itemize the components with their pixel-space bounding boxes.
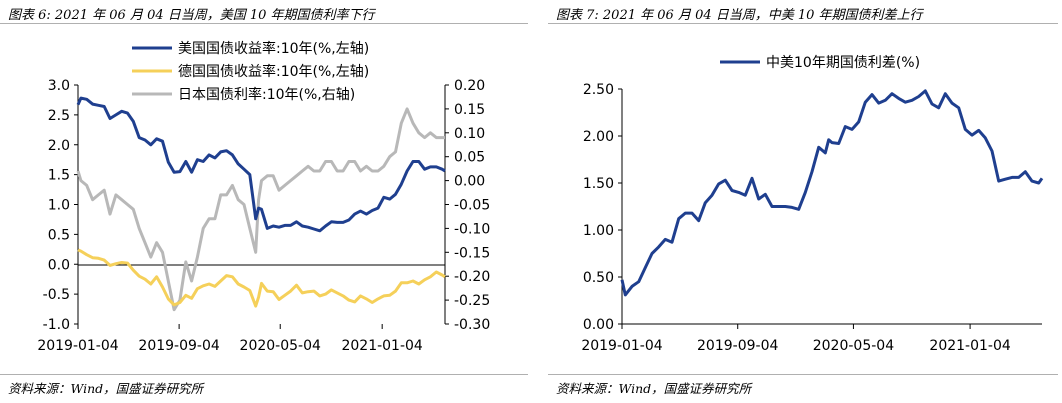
source-note: 资料来源：Wind，国盛证券研究所 [8,381,204,396]
x-tick-label: 2019-01-04 [581,338,662,354]
y2-tick-label: -0.05 [454,198,490,214]
x-tick-label: 2020-05-04 [813,338,894,354]
y2-tick-label: -0.15 [454,245,490,261]
y2-tick-label: -0.20 [454,269,490,285]
x-tick-label: 2019-01-04 [37,338,118,354]
title-divider [0,23,528,24]
y2-tick-label: -0.25 [454,293,490,309]
y2-tick-label: 0.05 [454,150,485,166]
series-line-2 [77,248,446,308]
y2-tick-label: -0.30 [454,317,490,333]
source-divider [548,374,1058,375]
legend-label: 中美10年期国债利差(%) [766,55,920,71]
y-tick-label: 3.0 [48,78,70,94]
chart-title: 图表 6: 2021 年 06 月 04 日当周，美国 10 年期国债利率下行 [8,8,375,23]
y-tick-label: 1.50 [583,176,614,192]
y-tick-label: 2.0 [48,138,70,154]
left-line-chart: 3.0 2.5 2.0 1.5 1.0 0.5 0.0 -0.5 -1.0 0.20 0.15 0.1… [37,40,490,354]
y-tick-label: 0.0 [48,257,70,273]
right-chart-panel: 图表 7: 2021 年 06 月 04 日当周，中美 10 年期国债利差上行 … [548,0,1062,403]
y-tick-label: 2.00 [583,129,614,145]
legend-label: 德国国债收益率:10年(%,左轴) [178,63,369,80]
series-line-1 [620,89,1044,297]
y-tick-label: 2.50 [583,82,614,98]
title-divider [548,23,1058,24]
x-tick-label: 2019-09-04 [138,338,219,354]
x-tick-label: 2020-05-04 [240,338,321,354]
y2-tick-label: -0.10 [454,221,490,237]
y-tick-label: 1.00 [583,223,614,239]
y2-tick-label: 0.00 [454,174,485,190]
x-tick-label: 2019-09-04 [697,338,778,354]
legend-label: 日本国债利率:10年(%,右轴) [178,86,355,103]
left-chart-panel: 图表 6: 2021 年 06 月 04 日当周，美国 10 年期国债利率下行 … [0,0,530,403]
legend-label: 美国国债收益率:10年(%,左轴) [178,40,369,57]
series-line-1 [76,96,446,233]
y-tick-label: -1.0 [43,317,70,333]
x-tick-label: 2021-01-04 [341,338,422,354]
y2-tick-label: 0.20 [454,78,485,94]
y-tick-label: 0.50 [583,270,614,286]
right-line-chart: 2.50 2.00 1.50 1.00 0.50 0.00 2019-01-04 2019-0… [581,55,1044,354]
y2-tick-label: 0.10 [454,126,485,142]
chart-title: 图表 7: 2021 年 06 月 04 日当周，中美 10 年期国债利差上行 [556,8,923,23]
source-note: 资料来源：Wind，国盛证券研究所 [556,381,752,396]
series-line-3 [76,107,445,312]
y-tick-label: 0.00 [583,317,614,333]
y2-tick-label: 0.15 [454,102,485,118]
source-divider [0,374,528,375]
x-tick-label: 2021-01-04 [929,338,1010,354]
y-tick-label: 0.5 [48,227,70,243]
y-tick-label: 1.5 [48,168,70,184]
y-tick-label: 1.0 [48,198,70,214]
y-tick-label: 2.5 [48,108,70,124]
y-tick-label: -0.5 [43,287,70,303]
